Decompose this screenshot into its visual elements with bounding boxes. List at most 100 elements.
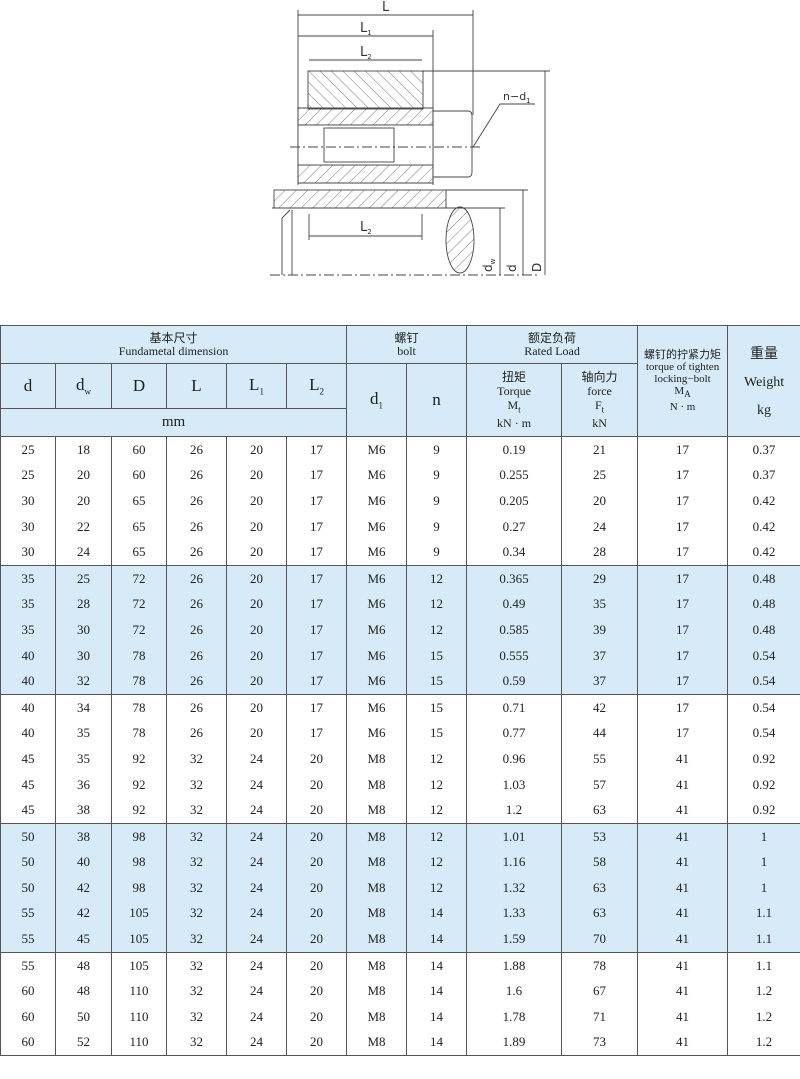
cell-tighten-torque: 17 <box>637 513 729 540</box>
cell-D: 65 <box>111 488 167 514</box>
cell-d1: M8 <box>346 1029 408 1057</box>
cell-n: 9 <box>406 435 468 463</box>
cell-d1: M8 <box>346 875 408 901</box>
cell-dw: 24 <box>55 539 112 566</box>
cell-tighten-torque: 41 <box>637 875 729 901</box>
cell-force: 70 <box>561 926 639 953</box>
cell-d1: M6 <box>346 693 408 721</box>
cell-d: 35 <box>0 591 56 618</box>
cell-dw: 30 <box>55 617 112 643</box>
table-row: 50 38 98 32 24 20 M8 12 1.01 53 41 1 <box>0 822 800 850</box>
cell-n: 9 <box>406 488 468 514</box>
cell-L1: 20 <box>226 591 287 618</box>
cell-torque: 1.89 <box>466 1029 563 1057</box>
cell-tighten-torque: 41 <box>637 978 729 1005</box>
cell-torque: 1.32 <box>466 875 563 901</box>
cell-L: 26 <box>166 617 227 643</box>
table-row: 50 40 98 32 24 20 M8 12 1.16 58 41 1 <box>0 849 800 876</box>
cell-n: 14 <box>406 978 468 1005</box>
cell-L2: 20 <box>285 1029 348 1057</box>
cell-n: 12 <box>406 849 468 876</box>
cell-L1: 24 <box>226 875 287 901</box>
table-row: 40 30 78 26 20 17 M6 15 0.555 37 17 0.54 <box>0 642 800 669</box>
cell-torque: 0.34 <box>466 539 563 566</box>
cell-D: 98 <box>111 849 167 876</box>
cell-d1: M6 <box>346 564 408 592</box>
cell-n: 14 <box>406 900 468 927</box>
cell-weight: 0.54 <box>727 642 800 669</box>
cell-L2: 17 <box>285 462 348 489</box>
cell-dw: 35 <box>55 720 112 747</box>
cell-L2: 20 <box>285 1004 348 1030</box>
cell-d: 50 <box>0 875 56 901</box>
cell-n: 15 <box>406 668 468 695</box>
cell-D: 105 <box>111 926 167 953</box>
cell-n: 14 <box>406 1029 468 1057</box>
cell-L1: 24 <box>226 822 287 850</box>
cell-L1: 20 <box>226 513 287 540</box>
cell-dw: 18 <box>55 435 112 463</box>
cell-d1: M6 <box>346 462 408 489</box>
cell-L1: 20 <box>226 720 287 747</box>
cell-dw: 42 <box>55 875 112 901</box>
cell-n: 12 <box>406 875 468 901</box>
cell-d: 45 <box>0 746 56 772</box>
cell-tighten-torque: 17 <box>637 462 729 489</box>
spec-table: 基本尺寸 Fundametal dimension 螺钉 bolt 额定负荷 Rate… <box>0 325 800 1057</box>
cell-L2: 20 <box>285 822 348 850</box>
cell-L: 32 <box>166 849 227 876</box>
cell-d1: M8 <box>346 849 408 876</box>
cell-D: 65 <box>111 513 167 540</box>
label-L2-bottom: L2 <box>360 220 372 236</box>
cell-d: 30 <box>0 488 56 514</box>
cell-d: 25 <box>0 435 56 463</box>
cell-torque: 0.19 <box>466 435 563 463</box>
cell-weight: 0.92 <box>727 746 800 772</box>
cell-L2: 17 <box>285 435 348 463</box>
cell-d1: M8 <box>346 1004 408 1030</box>
cell-force: 42 <box>561 693 639 721</box>
table-row: 30 22 65 26 20 17 M6 9 0.27 24 17 0.42 <box>0 513 800 540</box>
cell-n: 14 <box>406 951 468 979</box>
header-tighten-torque: 螺钉的拧紧力矩 torque of tighten locking−bolt MA N… <box>637 325 729 437</box>
label-dw: dw <box>481 258 497 272</box>
cell-dw: 28 <box>55 591 112 618</box>
cell-L: 32 <box>166 926 227 953</box>
table-row: 35 28 72 26 20 17 M6 12 0.49 35 17 0.48 <box>0 591 800 618</box>
cell-d: 30 <box>0 513 56 540</box>
cell-d: 40 <box>0 720 56 747</box>
cell-torque: 0.255 <box>466 462 563 489</box>
cell-L1: 20 <box>226 642 287 669</box>
cell-force: 78 <box>561 951 639 979</box>
cell-d: 25 <box>0 462 56 489</box>
cell-torque: 1.03 <box>466 771 563 798</box>
cell-d: 60 <box>0 978 56 1005</box>
cell-tighten-torque: 17 <box>637 720 729 747</box>
cell-weight: 0.42 <box>727 488 800 514</box>
cell-L2: 20 <box>285 926 348 953</box>
cell-L1: 20 <box>226 435 287 463</box>
cell-tighten-torque: 17 <box>637 693 729 721</box>
cell-d1: M8 <box>346 951 408 979</box>
cell-weight: 0.54 <box>727 668 800 695</box>
table-row: 40 32 78 26 20 17 M6 15 0.59 37 17 0.54 <box>0 668 800 695</box>
cell-L: 26 <box>166 435 227 463</box>
cell-force: 25 <box>561 462 639 489</box>
cell-d1: M8 <box>346 746 408 772</box>
table-row: 45 36 92 32 24 20 M8 12 1.03 57 41 0.92 <box>0 771 800 798</box>
table-row: 35 25 72 26 20 17 M6 12 0.365 29 17 0.48 <box>0 564 800 592</box>
cell-force: 57 <box>561 771 639 798</box>
cell-weight: 1.2 <box>727 1029 800 1057</box>
cell-force: 63 <box>561 900 639 927</box>
cell-L: 32 <box>166 1029 227 1057</box>
cell-L: 32 <box>166 1004 227 1030</box>
cell-D: 105 <box>111 951 167 979</box>
cell-d1: M6 <box>346 513 408 540</box>
cell-weight: 0.37 <box>727 462 800 489</box>
cell-L1: 20 <box>226 693 287 721</box>
cell-torque: 1.33 <box>466 900 563 927</box>
cell-n: 15 <box>406 693 468 721</box>
cell-weight: 0.92 <box>727 797 800 824</box>
cell-tighten-torque: 17 <box>637 435 729 463</box>
label-L: L <box>382 0 390 15</box>
